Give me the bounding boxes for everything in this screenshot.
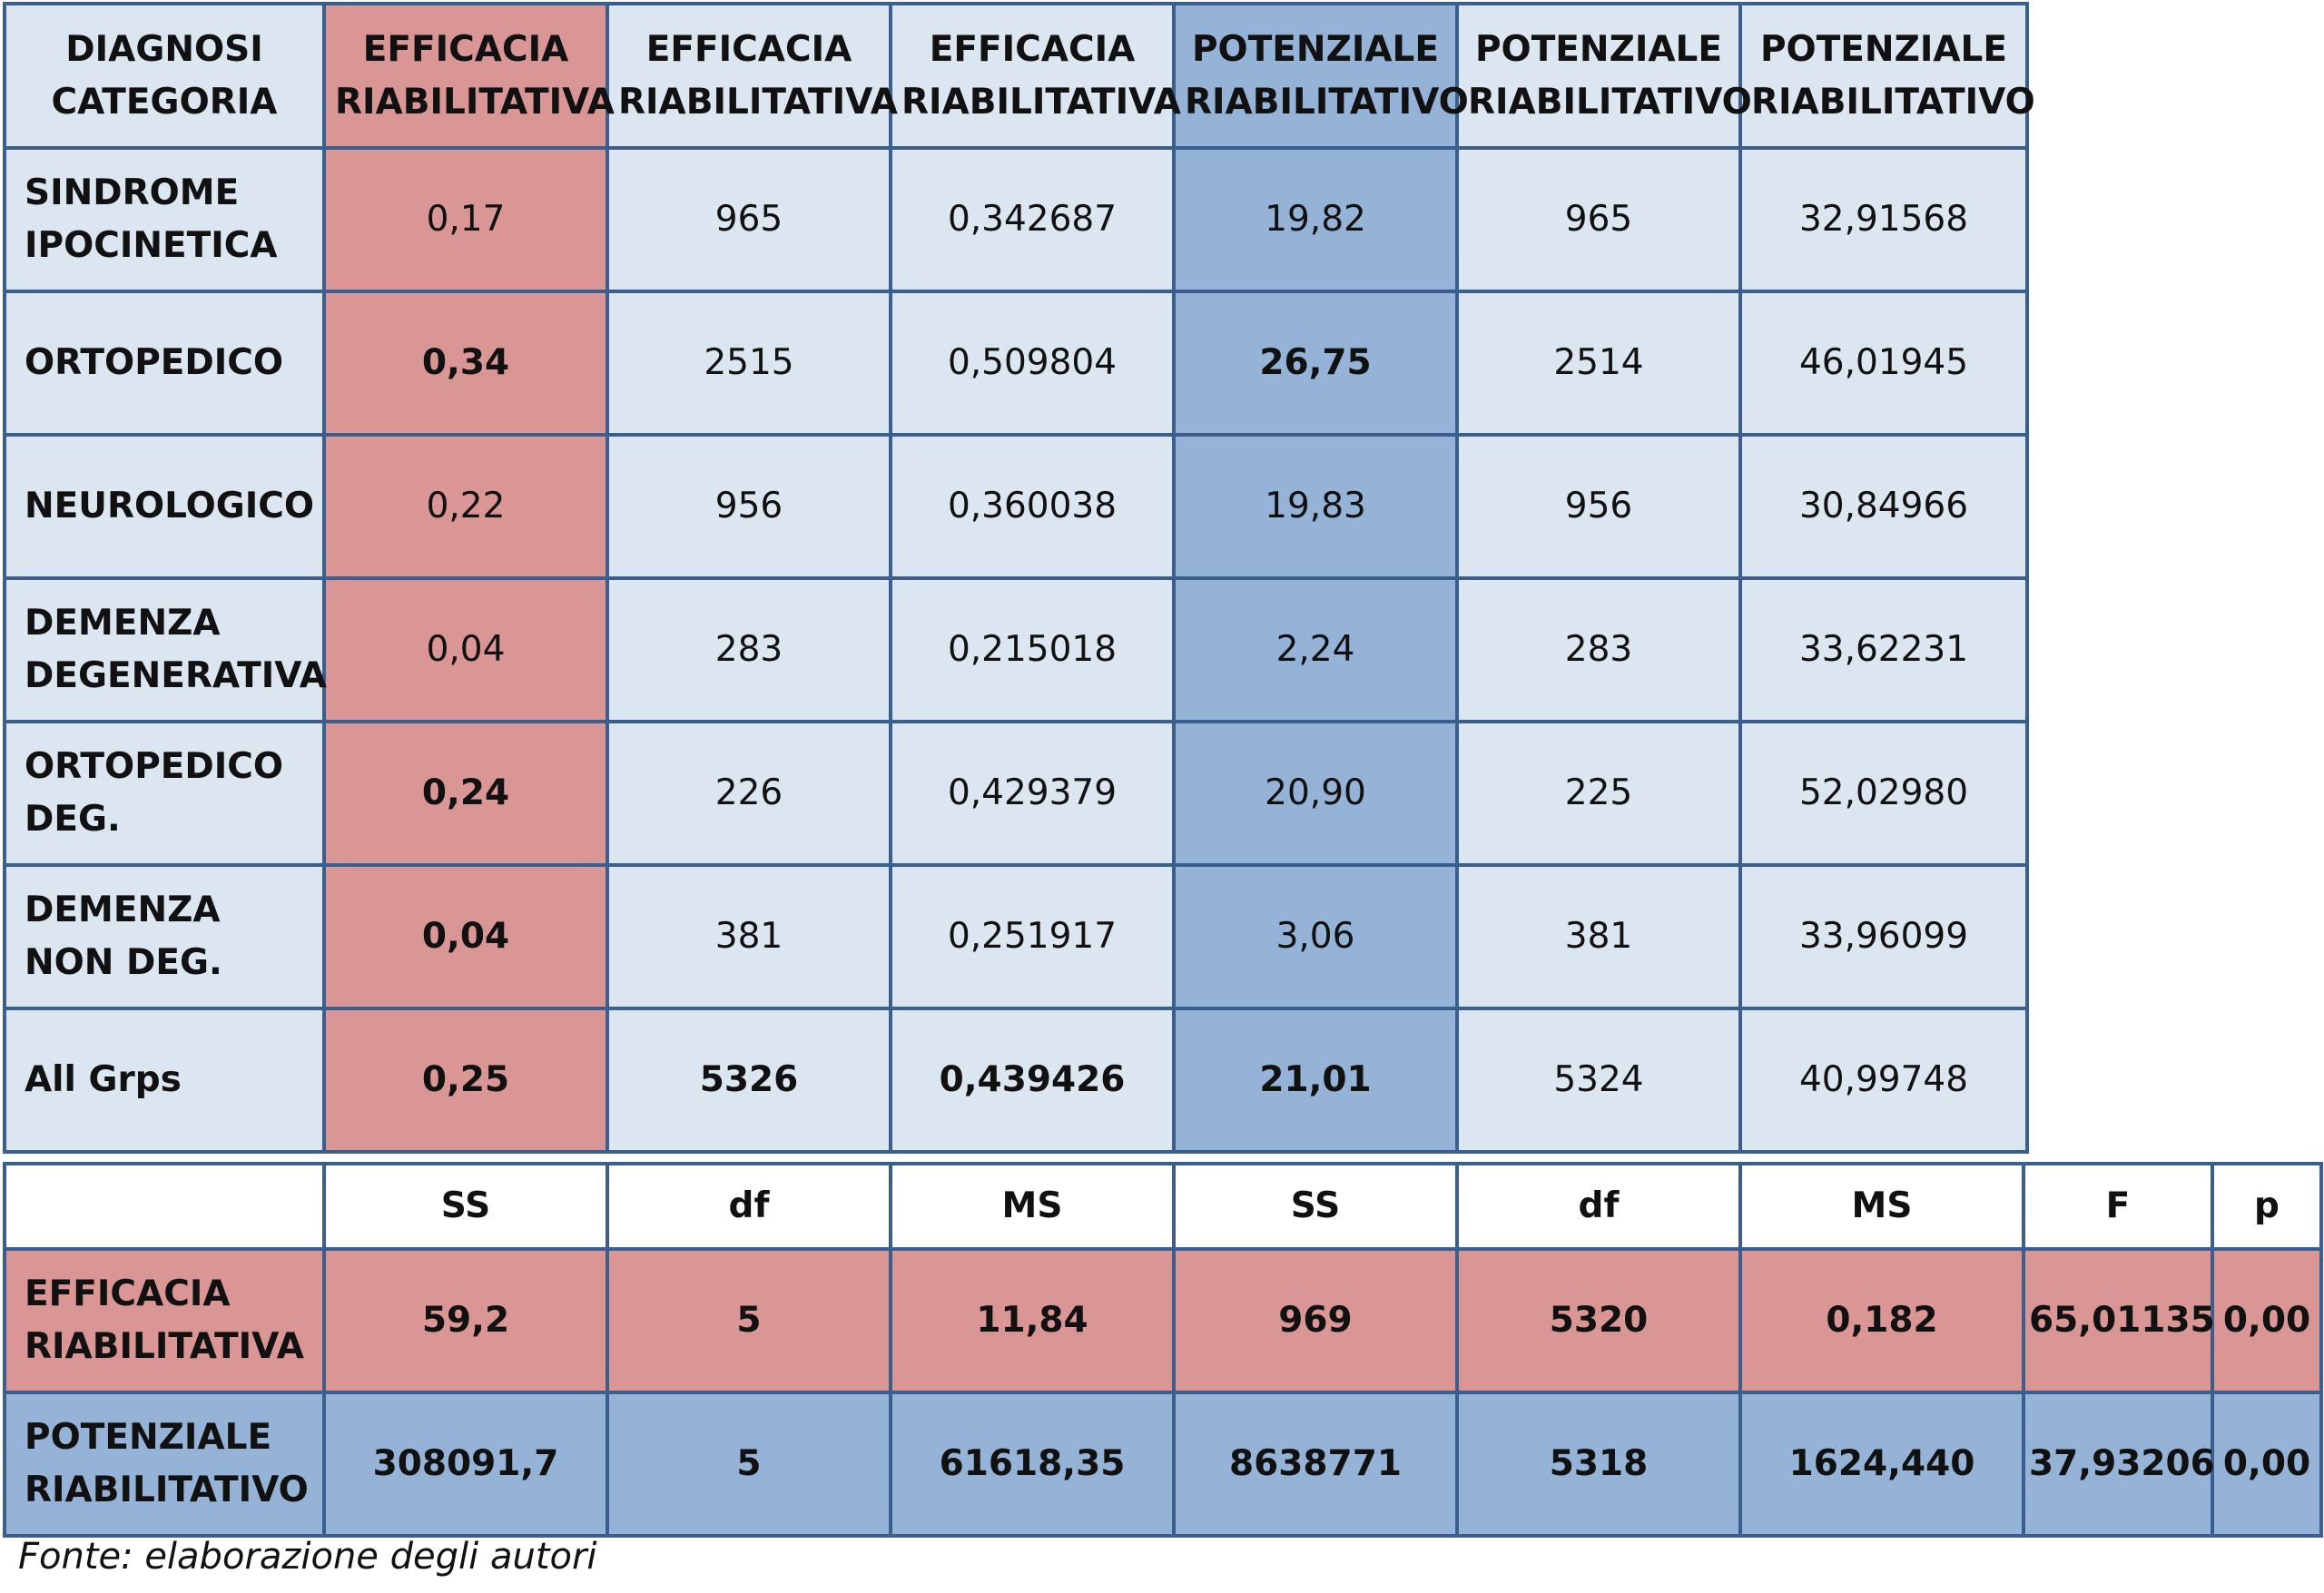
table-cell: 0,429379 xyxy=(889,720,1176,867)
header-cell: F xyxy=(2022,1162,2214,1251)
table-row: DEMENZA DEGENERATIVA 0,04 283 0,215018 2… xyxy=(3,576,2029,723)
table-cell: 0,342687 xyxy=(889,146,1176,293)
table-cell: 5 xyxy=(606,1391,892,1538)
anova-table: SS df MS SS df MS F p EFFICACIA RIABILIT… xyxy=(3,1162,2323,1538)
header-row: DIAGNOSI CATEGORIA EFFICACIA RIABILITATI… xyxy=(3,2,2035,150)
header-cell: EFFICACIA RIABILITATIVA xyxy=(889,2,1181,150)
table-cell: 0,25 xyxy=(322,1007,609,1154)
table-cell: 0,509804 xyxy=(889,290,1176,437)
header-cell: MS xyxy=(1738,1162,2025,1251)
table-row: NEUROLOGICO 0,22 956 0,360038 19,83 956 … xyxy=(3,433,2029,580)
row-label: POTENZIALE RIABILITATIVO xyxy=(3,1391,326,1538)
table-cell: 2515 xyxy=(606,290,892,437)
row-label: EFFICACIA RIABILITATIVA xyxy=(3,1247,326,1394)
header-cell: df xyxy=(1455,1162,1742,1251)
table-cell: 0,04 xyxy=(322,863,609,1010)
means-table: DIAGNOSI CATEGORIA EFFICACIA RIABILITATI… xyxy=(3,2,2035,1154)
table-cell: 26,75 xyxy=(1172,290,1459,437)
table-cell: 283 xyxy=(606,576,892,723)
table-cell: 0,24 xyxy=(322,720,609,867)
table-cell: 37,93206 xyxy=(2022,1391,2215,1538)
table-cell: 0,22 xyxy=(322,433,609,580)
table-cell: 33,96099 xyxy=(1738,863,2029,1010)
table-cell: 0,251917 xyxy=(889,863,1176,1010)
table-row: ORTOPEDICO 0,34 2515 0,509804 26,75 2514… xyxy=(3,290,2029,437)
table-cell: 0,360038 xyxy=(889,433,1176,580)
table-cell: 8638771 xyxy=(1172,1391,1459,1538)
table-cell: 0,439426 xyxy=(889,1007,1176,1154)
header-cell: SS xyxy=(1172,1162,1459,1251)
table-cell: 21,01 xyxy=(1172,1007,1459,1154)
table-cell: 956 xyxy=(606,433,892,580)
table-cell: 225 xyxy=(1455,720,1742,867)
table-row-total: All Grps 0,25 5326 0,439426 21,01 5324 4… xyxy=(3,1007,2029,1154)
table-cell: 226 xyxy=(606,720,892,867)
table-cell: 956 xyxy=(1455,433,1742,580)
table-cell: 19,83 xyxy=(1172,433,1459,580)
table-cell: 381 xyxy=(1455,863,1742,1010)
header-row: SS df MS SS df MS F p xyxy=(3,1162,2323,1251)
table-cell: 40,99748 xyxy=(1738,1007,2029,1154)
row-label: All Grps xyxy=(3,1007,326,1154)
table-cell: 5318 xyxy=(1455,1391,1742,1538)
table-cell: 30,84966 xyxy=(1738,433,2029,580)
table-cell: 0,04 xyxy=(322,576,609,723)
table-cell: 0,215018 xyxy=(889,576,1176,723)
table-row: EFFICACIA RIABILITATIVA 59,2 5 11,84 969… xyxy=(3,1247,2323,1394)
header-cell: EFFICACIA RIABILITATIVA xyxy=(322,2,615,150)
table-cell: 11,84 xyxy=(889,1247,1176,1394)
table-cell: 969 xyxy=(1172,1247,1459,1394)
table-cell: 5326 xyxy=(606,1007,892,1154)
table-cell: 381 xyxy=(606,863,892,1010)
row-label: DEMENZA DEGENERATIVA xyxy=(3,576,327,723)
table-cell: 65,01135 xyxy=(2022,1247,2215,1394)
table-cell: 0,00 xyxy=(2211,1247,2323,1394)
table-cell: 5 xyxy=(606,1247,892,1394)
row-label: ORTOPEDICO DEG. xyxy=(3,720,326,867)
table-cell: 0,34 xyxy=(322,290,609,437)
table-row: DEMENZA NON DEG. 0,04 381 0,251917 3,06 … xyxy=(3,863,2029,1010)
row-label: SINDROME IPOCINETICA xyxy=(3,146,326,293)
table-cell: 59,2 xyxy=(322,1247,609,1394)
header-cell: EFFICACIA RIABILITATIVA xyxy=(606,2,898,150)
table-cell: 33,62231 xyxy=(1738,576,2029,723)
row-label: NEUROLOGICO xyxy=(3,433,326,580)
table-cell: 308091,7 xyxy=(322,1391,609,1538)
header-cell: df xyxy=(606,1162,892,1251)
table-cell: 3,06 xyxy=(1172,863,1459,1010)
table-row: ORTOPEDICO DEG. 0,24 226 0,429379 20,90 … xyxy=(3,720,2029,867)
table-row: POTENZIALE RIABILITATIVO 308091,7 5 6161… xyxy=(3,1391,2323,1538)
table-cell: 2,24 xyxy=(1172,576,1459,723)
header-cell: POTENZIALE RIABILITATIVO xyxy=(1172,2,1469,150)
header-cell: p xyxy=(2211,1162,2323,1251)
header-cell xyxy=(3,1162,326,1251)
table-cell: 61618,35 xyxy=(889,1391,1176,1538)
table-cell: 0,17 xyxy=(322,146,609,293)
table-cell: 52,02980 xyxy=(1738,720,2029,867)
table-cell: 1624,440 xyxy=(1738,1391,2025,1538)
header-cell: DIAGNOSI CATEGORIA xyxy=(3,2,326,150)
row-label: ORTOPEDICO xyxy=(3,290,326,437)
table-cell: 965 xyxy=(1455,146,1742,293)
header-cell: POTENZIALE RIABILITATIVO xyxy=(1455,2,1752,150)
table-cell: 965 xyxy=(606,146,892,293)
table-cell: 2514 xyxy=(1455,290,1742,437)
header-cell: SS xyxy=(322,1162,609,1251)
table-cell: 19,82 xyxy=(1172,146,1459,293)
header-cell: POTENZIALE RIABILITATIVO xyxy=(1738,2,2035,150)
table-cell: 5324 xyxy=(1455,1007,1742,1154)
table-cell: 32,91568 xyxy=(1738,146,2029,293)
header-cell: MS xyxy=(889,1162,1176,1251)
source-note: Fonte: elaborazione degli autori xyxy=(18,1536,597,1578)
table-cell: 46,01945 xyxy=(1738,290,2029,437)
row-label: DEMENZA NON DEG. xyxy=(3,863,326,1010)
table-cell: 5320 xyxy=(1455,1247,1742,1394)
table-row: SINDROME IPOCINETICA 0,17 965 0,342687 1… xyxy=(3,146,2029,293)
table-cell: 20,90 xyxy=(1172,720,1459,867)
table-cell: 0,00 xyxy=(2211,1391,2323,1538)
table-cell: 0,182 xyxy=(1738,1247,2025,1394)
table-cell: 283 xyxy=(1455,576,1742,723)
